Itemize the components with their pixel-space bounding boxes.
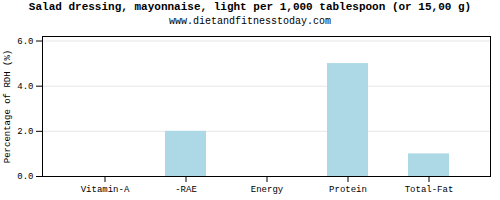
svg-text:4.0: 4.0: [17, 82, 33, 92]
svg-text:Total-Fat: Total-Fat: [405, 185, 454, 195]
svg-text:6.0: 6.0: [17, 37, 33, 47]
svg-text:Protein: Protein: [329, 185, 367, 195]
html-text:www.dietandfitnesstoday.com: www.dietandfitnesstoday.com: [169, 16, 331, 27]
html-text:Salad dressing, mayonnaise, li: Salad dressing, mayonnaise, light per 1,…: [28, 1, 472, 13]
svg-text:0.0: 0.0: [17, 172, 33, 182]
svg-text:Energy: Energy: [251, 185, 284, 195]
svg-text:Percentage of RDH (%): Percentage of RDH (%): [3, 50, 13, 163]
svg-text:Vitamin-A: Vitamin-A: [81, 185, 130, 195]
svg-text:-RAE: -RAE: [175, 185, 197, 195]
svg-text:2.0: 2.0: [17, 127, 33, 137]
